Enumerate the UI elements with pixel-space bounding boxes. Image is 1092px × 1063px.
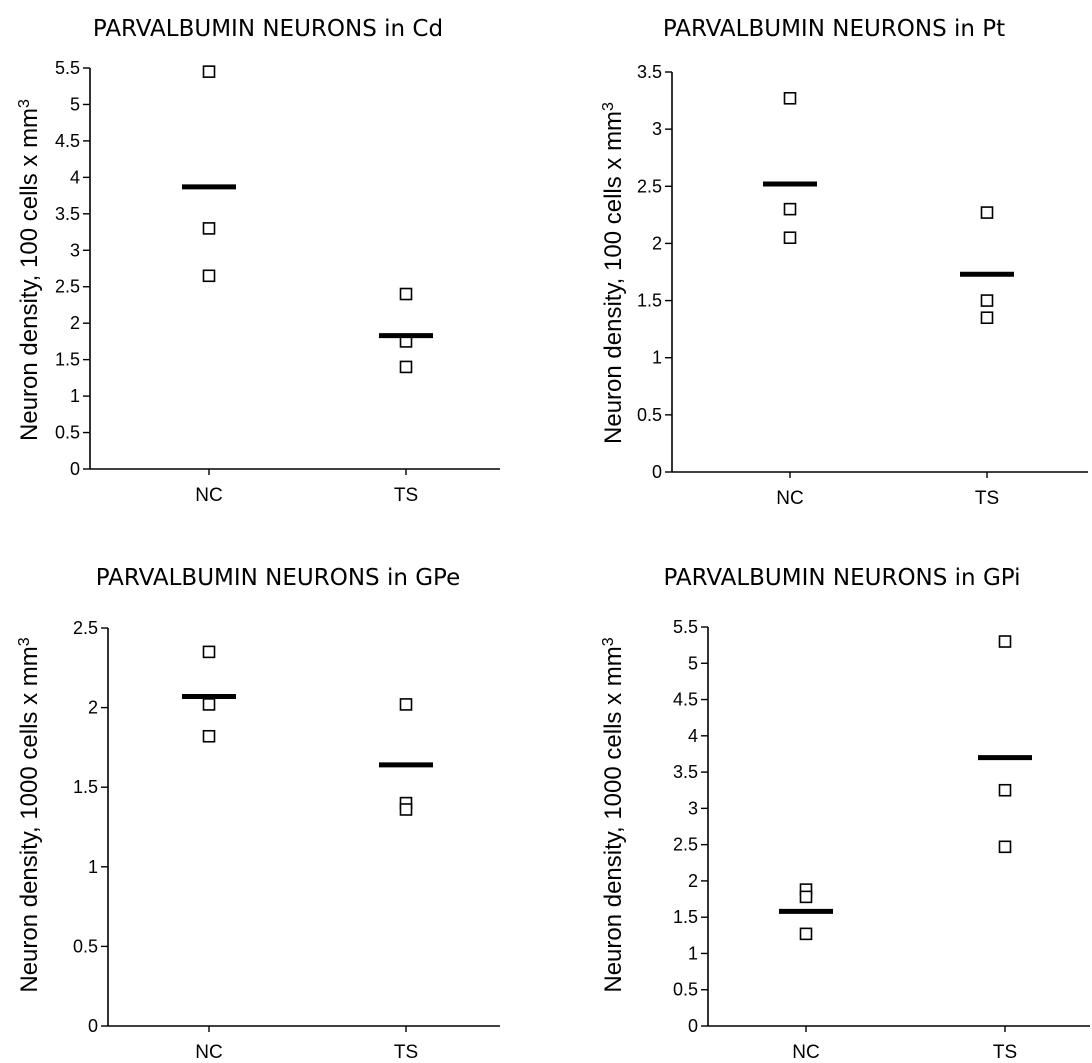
y-tick-label: 4.5 [55, 131, 80, 151]
superscript: 3 [16, 99, 33, 108]
y-tick-label: 0.5 [637, 405, 662, 425]
y-tick-label: 2 [688, 871, 698, 891]
data-point [980, 294, 994, 307]
chart-title: PARVALBUMIN NEURONS in Pt [663, 16, 1005, 42]
y-tick-label: 2 [70, 313, 80, 333]
y-axis-label: Neuron density, 100 cells x mm3 [600, 102, 628, 444]
data-point [399, 698, 413, 711]
panel-gpe: PARVALBUMIN NEURONS in GPe Neuron densit… [16, 565, 500, 1063]
x-category-label: NC [195, 485, 222, 506]
y-tick-label: 0 [688, 1016, 698, 1036]
chart-title: PARVALBUMIN NEURONS in GPe [96, 565, 461, 591]
y-tick-label: 1 [688, 943, 698, 963]
y-tick-label: 1.5 [637, 291, 662, 311]
y-tick-label: 5 [688, 653, 698, 673]
data-point [799, 890, 813, 904]
y-tick-label: 3.5 [637, 62, 662, 82]
panel-pt: PARVALBUMIN NEURONS in Pt Neuron density… [600, 16, 1088, 509]
x-category-label: NC [776, 488, 803, 509]
x-category-label: NC [195, 1042, 222, 1063]
superscript: 3 [600, 102, 617, 111]
chart-title: PARVALBUMIN NEURONS in GPi [663, 565, 1020, 591]
superscript: 3 [600, 637, 617, 646]
y-tick-label: 3 [652, 119, 662, 139]
data-point [980, 311, 994, 325]
y-tick-label: 4.5 [673, 690, 698, 710]
y-tick-label: 2.5 [73, 618, 98, 638]
y-tick-label: 1 [88, 857, 98, 877]
data-point [202, 65, 216, 78]
data-point [399, 360, 413, 374]
y-tick-label: 0 [652, 462, 662, 482]
y-tick-label: 4 [688, 726, 698, 746]
x-category-label: TS [975, 488, 999, 509]
data-point [980, 206, 994, 219]
data-point [202, 729, 216, 743]
y-tick-label: 0 [88, 1016, 98, 1036]
y-tick-label: 1.5 [73, 777, 98, 797]
y-tick-label: 5.5 [673, 617, 698, 637]
y-tick-label: 5 [70, 94, 80, 114]
y-tick-label: 0.5 [55, 423, 80, 443]
x-category-label: TS [394, 485, 418, 506]
data-point [202, 645, 216, 659]
data-point [783, 91, 797, 105]
data-point [998, 840, 1012, 854]
y-tick-label: 1 [652, 348, 662, 368]
data-point [202, 222, 216, 235]
y-tick-label: 5.5 [55, 58, 80, 78]
y-axis-label: Neuron density, 100 cells x mm3 [16, 99, 44, 441]
y-tick-label: 2.5 [55, 277, 80, 297]
data-point [202, 698, 216, 711]
y-tick-label: 1 [70, 386, 80, 406]
data-point [998, 635, 1012, 648]
data-point [783, 231, 797, 245]
data-point [399, 803, 413, 816]
panel-gpi: PARVALBUMIN NEURONS in GPi Neuron densit… [600, 565, 1090, 1063]
y-tick-label: 2 [88, 698, 98, 718]
y-tick-label: 3 [688, 798, 698, 818]
data-point [202, 269, 216, 283]
y-tick-label: 0.5 [673, 980, 698, 1000]
y-tick-label: 4 [70, 167, 80, 187]
data-point [799, 927, 813, 941]
y-tick-label: 2.5 [637, 176, 662, 196]
panel-cd: PARVALBUMIN NEURONS in Cd Neuron density… [16, 16, 500, 506]
y-tick-label: 2.5 [673, 835, 698, 855]
data-point [783, 202, 797, 216]
x-category-label: TS [993, 1042, 1017, 1063]
y-tick-label: 3.5 [673, 762, 698, 782]
data-point [399, 287, 413, 301]
x-category-label: NC [792, 1042, 819, 1063]
y-axis-label: Neuron density, 1000 cells x mm3 [600, 637, 628, 992]
y-tick-label: 1.5 [55, 350, 80, 370]
superscript: 3 [16, 637, 33, 646]
y-tick-label: 1.5 [673, 907, 698, 927]
x-category-label: TS [394, 1042, 418, 1063]
y-tick-label: 3 [70, 240, 80, 260]
y-tick-label: 3.5 [55, 204, 80, 224]
y-tick-label: 0.5 [73, 936, 98, 956]
data-point [998, 783, 1012, 797]
y-tick-label: 0 [70, 459, 80, 479]
chart-title: PARVALBUMIN NEURONS in Cd [93, 16, 443, 42]
y-axis-label: Neuron density, 1000 cells x mm3 [16, 637, 44, 992]
y-tick-label: 2 [652, 233, 662, 253]
